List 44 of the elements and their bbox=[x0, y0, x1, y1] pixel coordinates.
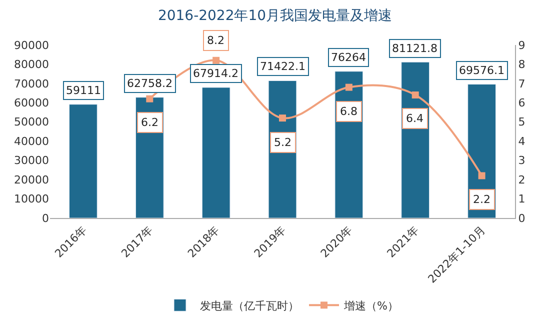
y2-tick-label: 4 bbox=[518, 134, 526, 148]
point bbox=[212, 56, 220, 64]
point bbox=[478, 172, 486, 180]
y2-tick-label: 3 bbox=[518, 154, 526, 168]
y2-tick-label: 0 bbox=[518, 212, 526, 225]
y-tick-label: 30000 bbox=[14, 154, 49, 168]
y2-tick-label: 9 bbox=[518, 38, 526, 52]
y2-tick-label: 2 bbox=[518, 173, 526, 186]
y2-tick-label: 8 bbox=[518, 58, 526, 72]
y-tick-label: 10000 bbox=[14, 192, 49, 206]
data-label: 69576.1 bbox=[459, 64, 504, 77]
bar bbox=[202, 87, 230, 218]
data-label: 76264 bbox=[331, 51, 366, 64]
data-label: 59111 bbox=[66, 84, 101, 97]
y-tick-label: 50000 bbox=[14, 116, 49, 129]
y-tick-label: 90000 bbox=[14, 38, 49, 52]
point bbox=[412, 91, 419, 98]
y-tick-label: 20000 bbox=[14, 173, 49, 186]
data-label: 5.2 bbox=[274, 136, 292, 149]
data-label: 67914.2 bbox=[193, 67, 238, 80]
y2-tick-label: 1 bbox=[518, 192, 526, 206]
chart-title: 2016-2022年10月我国发电量及增速 bbox=[158, 8, 392, 24]
point bbox=[345, 84, 352, 91]
y-tick-label: 80000 bbox=[14, 58, 49, 72]
y-tick-label: 0 bbox=[42, 212, 49, 225]
y2-tick-label: 7 bbox=[518, 77, 526, 90]
legend-label: 增速（%） bbox=[343, 299, 398, 312]
legend-label: 发电量（亿千瓦时） bbox=[200, 299, 299, 312]
data-label: 6.2 bbox=[141, 116, 158, 129]
data-label: 8.2 bbox=[207, 34, 224, 47]
bar bbox=[69, 104, 98, 218]
y-tick-label: 60000 bbox=[14, 96, 49, 110]
data-label: 6.4 bbox=[406, 112, 424, 125]
point bbox=[146, 95, 154, 102]
y-tick-label: 40000 bbox=[14, 134, 49, 148]
point bbox=[279, 114, 286, 122]
data-label: 62758.2 bbox=[127, 77, 172, 90]
data-label: 6.8 bbox=[340, 105, 358, 118]
y-tick-label: 70000 bbox=[14, 77, 49, 90]
data-label: 71422.1 bbox=[260, 60, 306, 73]
data-label: 2.2 bbox=[473, 193, 490, 206]
data-label: 81121.8 bbox=[392, 42, 438, 55]
y2-tick-label: 5 bbox=[518, 116, 526, 129]
y2-tick-label: 6 bbox=[518, 96, 526, 110]
